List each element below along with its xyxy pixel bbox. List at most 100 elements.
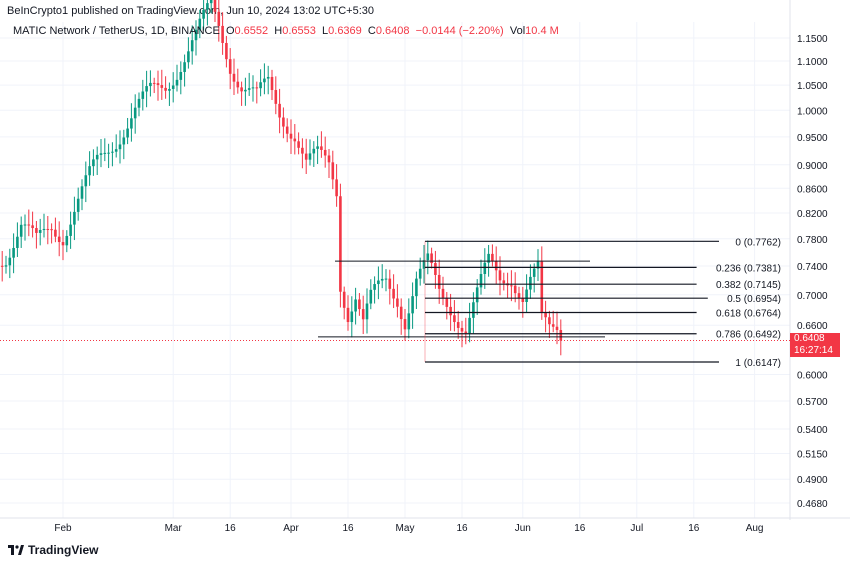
candle <box>278 88 281 134</box>
candle-body <box>510 285 513 287</box>
change-value: −0.0144 (−2.20%) <box>415 25 504 37</box>
candle <box>312 141 316 167</box>
candle <box>160 69 164 100</box>
candle-body <box>114 149 118 152</box>
volume-value: 10.4 M <box>525 25 559 37</box>
candle <box>396 284 399 318</box>
open-value: 0.6552 <box>234 25 269 37</box>
candle <box>285 118 289 143</box>
candle-body <box>240 87 243 92</box>
candle-body <box>255 87 259 89</box>
candle-body <box>236 81 240 88</box>
candle-body <box>171 85 175 89</box>
candle-body <box>548 317 551 325</box>
y-tick-label: 0.5150 <box>797 450 828 461</box>
candle <box>316 135 319 165</box>
candle-body <box>373 284 376 290</box>
candle <box>88 151 91 186</box>
y-tick-label: 0.6000 <box>797 370 828 381</box>
candle <box>434 250 437 289</box>
candle-body <box>483 262 487 274</box>
y-tick-label: 0.4900 <box>797 475 828 486</box>
candle-body <box>354 299 357 312</box>
candle-body <box>38 230 42 233</box>
candle <box>513 272 517 303</box>
high-value: 0.6553 <box>282 25 316 37</box>
candle <box>445 291 449 320</box>
candle-body <box>61 242 65 246</box>
y-tick-label: 0.5400 <box>797 425 828 436</box>
candle <box>506 272 509 299</box>
candle <box>107 143 110 169</box>
candle-body <box>555 326 559 331</box>
candle-body <box>551 324 555 327</box>
candle-body <box>35 228 38 233</box>
candle <box>156 70 160 101</box>
candle-body <box>141 91 145 99</box>
candle-body <box>50 229 53 231</box>
close-label: C <box>367 25 376 37</box>
candle <box>365 288 369 334</box>
candle-body <box>122 137 126 145</box>
candle <box>198 9 202 39</box>
candle-body <box>308 153 312 160</box>
y-tick-label: 0.4680 <box>797 499 828 510</box>
x-tick-label: Jun <box>515 523 531 534</box>
candle <box>483 248 487 289</box>
candle-body <box>320 146 323 150</box>
candle-body <box>194 29 198 41</box>
candle-body <box>152 82 156 84</box>
candle <box>168 82 171 106</box>
candle-body <box>76 198 80 212</box>
candle <box>164 76 167 99</box>
candle-body <box>221 25 224 43</box>
price-chart[interactable]: Feb Mar 16 Apr 16 May 16 Jun 16 Jul 16 Aug 1.1500 1.1… <box>0 0 850 540</box>
fib-level-label: 0.618 (0.6764) <box>716 309 781 320</box>
candle <box>130 103 133 142</box>
candle <box>453 300 456 332</box>
y-tick-label: 1.1500 <box>797 34 828 45</box>
candle <box>190 25 194 65</box>
candle <box>126 117 129 145</box>
candle-body <box>536 261 540 269</box>
candle-body <box>513 285 517 294</box>
candle <box>320 131 323 158</box>
candle-body <box>160 85 164 88</box>
candle-body <box>130 118 133 129</box>
close-value: 0.6408 <box>375 25 410 37</box>
candle-body <box>278 103 281 118</box>
candle-body <box>263 78 266 83</box>
last-price: 0.6408 <box>794 333 825 344</box>
candle-body <box>361 309 365 320</box>
candle-body <box>494 261 498 271</box>
candle <box>35 220 38 249</box>
candle <box>350 296 354 338</box>
candle <box>179 61 183 95</box>
y-tick-label: 0.7800 <box>797 235 828 246</box>
candle-body <box>475 287 479 303</box>
candle-body <box>377 280 380 285</box>
candle-body <box>498 270 502 281</box>
candle-body <box>27 224 31 226</box>
candle <box>145 70 148 108</box>
candle <box>114 134 118 158</box>
candle <box>532 263 536 293</box>
candle-body <box>217 11 221 26</box>
candle-body <box>198 18 202 30</box>
candle-body <box>145 86 148 92</box>
y-tick-label: 0.7400 <box>797 262 828 273</box>
candle <box>99 138 103 168</box>
candle-body <box>323 149 327 156</box>
symbol-legend: MATIC Network / TetherUS, 1D, BINANCE O0… <box>13 25 559 37</box>
candle-body <box>156 83 160 86</box>
candle <box>228 48 232 90</box>
candle-body <box>487 253 490 263</box>
candle <box>76 187 80 221</box>
candle-body <box>95 154 99 160</box>
tradingview-logo-icon <box>8 545 24 555</box>
candle <box>217 0 221 42</box>
candle-body <box>392 288 395 299</box>
candle <box>308 139 312 166</box>
x-tick-label: 16 <box>456 523 468 534</box>
candle <box>468 302 471 343</box>
